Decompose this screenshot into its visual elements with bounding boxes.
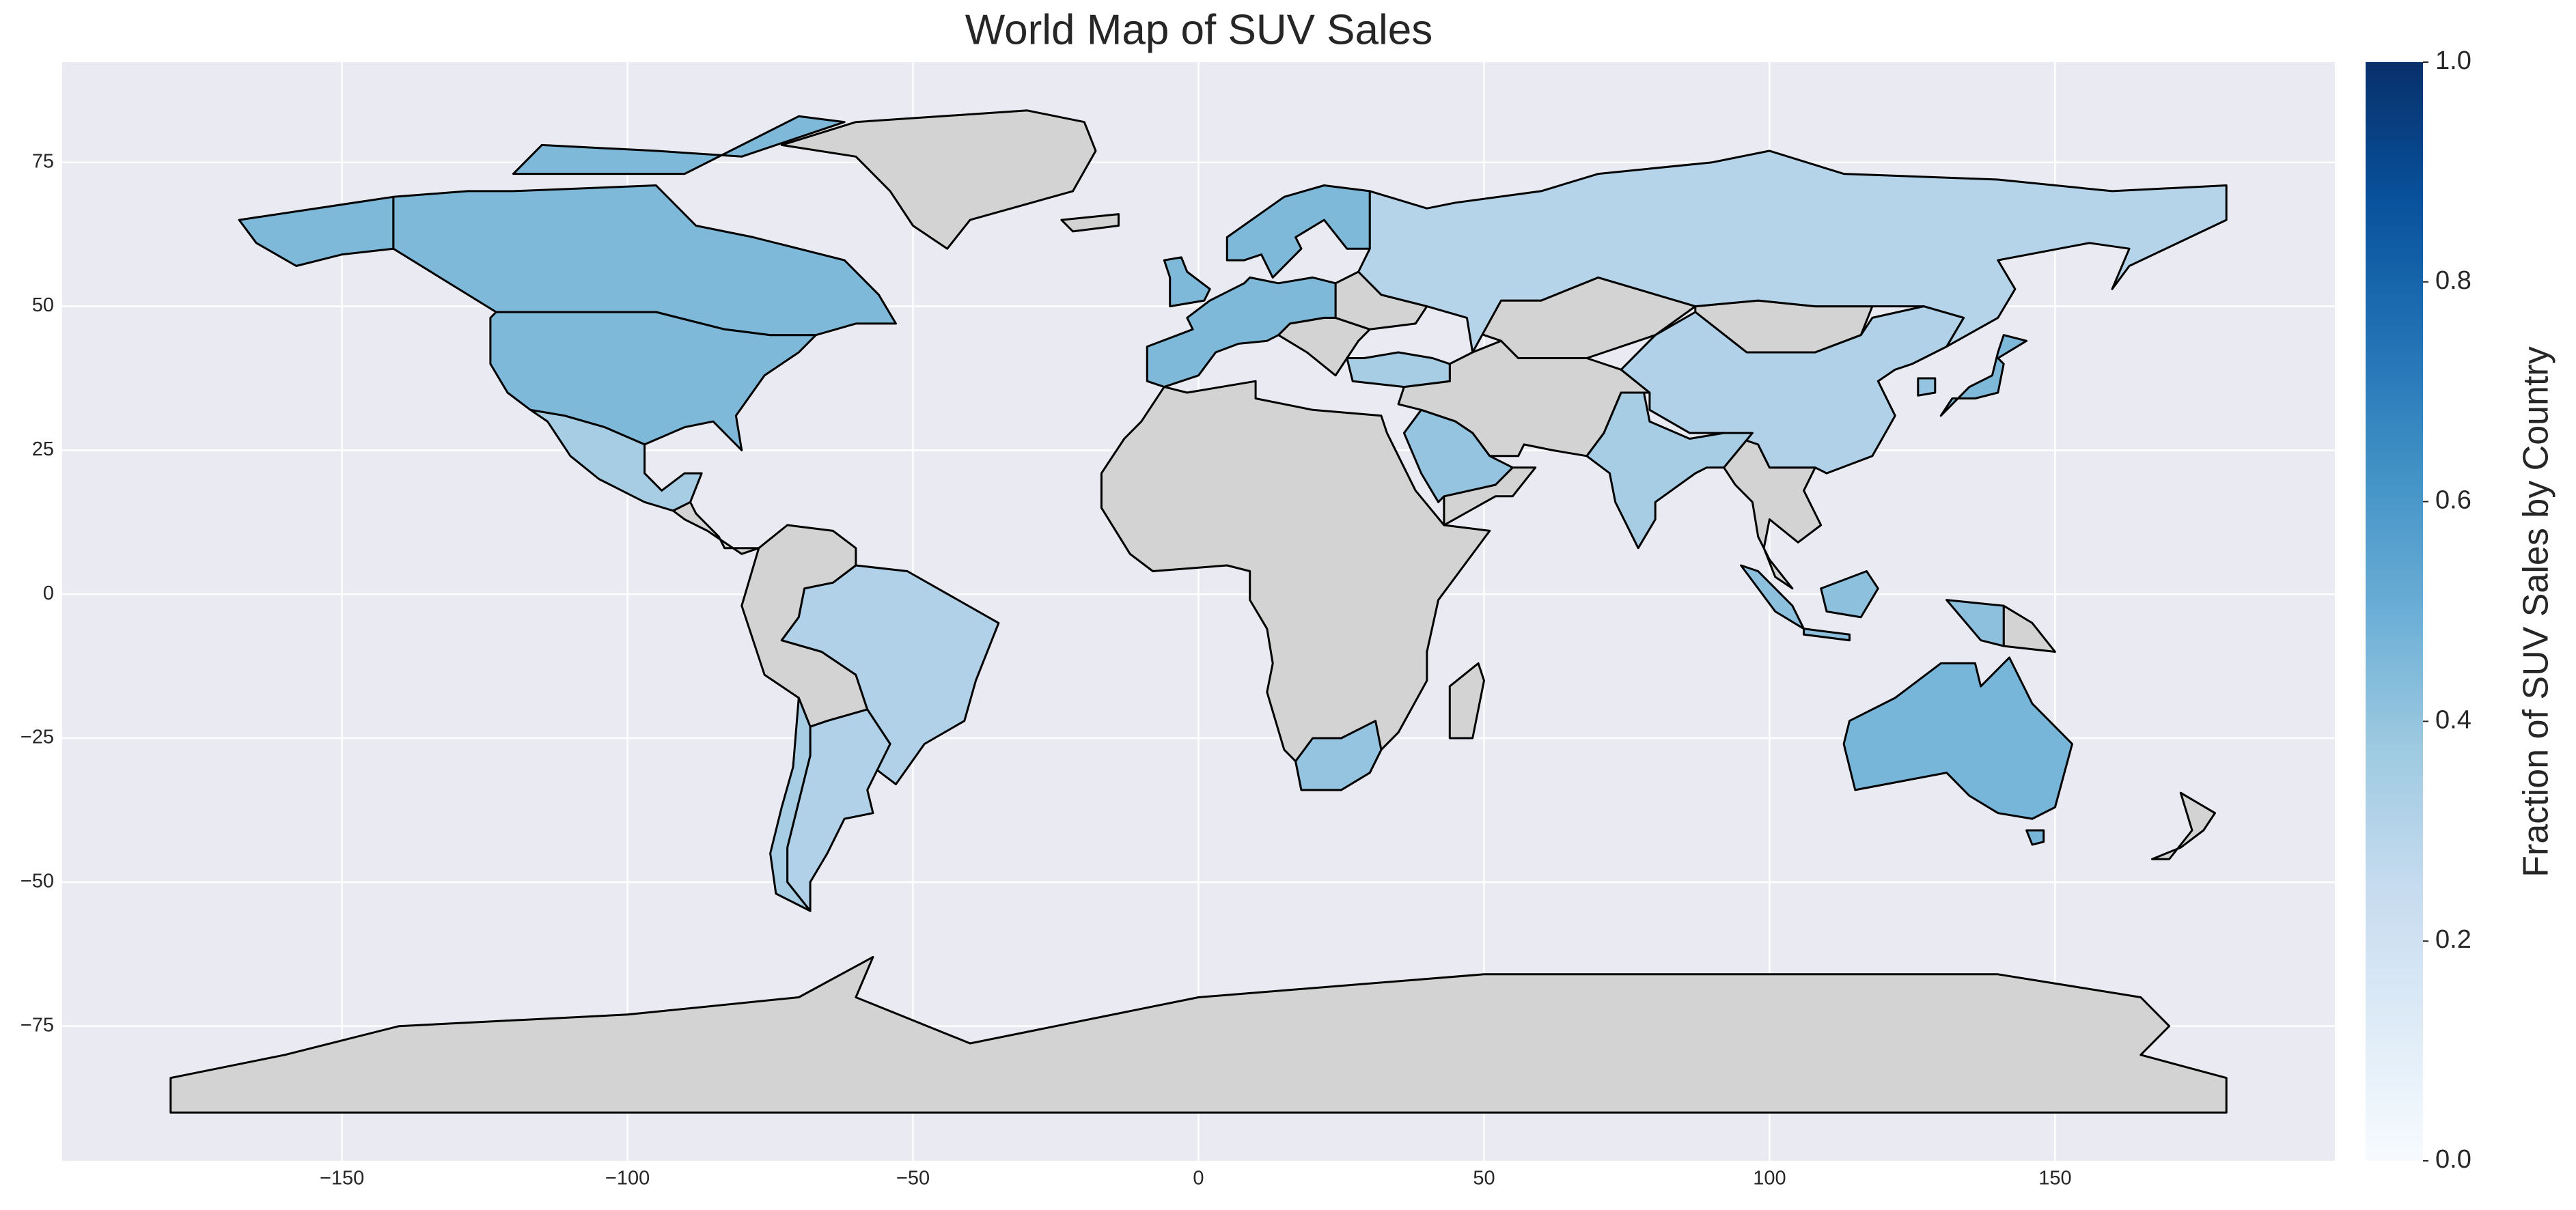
country (1402, 408, 1514, 503)
colorbar (2366, 62, 2423, 1161)
y-tick-label: −50 (20, 871, 54, 892)
x-tick-label: 100 (1753, 1168, 1786, 1190)
y-tick-label: −75 (20, 1014, 54, 1036)
country (1225, 184, 1371, 279)
country-no-data (2151, 791, 2216, 860)
chart-title: World Map of SUV Sales (965, 6, 1433, 53)
country-no-data (671, 501, 760, 555)
colorbar-tick-label: 0.6 (2435, 486, 2471, 515)
y-tick-label: 75 (32, 150, 54, 172)
country (529, 408, 703, 512)
country-no-data (780, 109, 1097, 250)
country-no-data (1448, 662, 1485, 740)
country (1939, 334, 2028, 417)
country-no-data (169, 956, 2228, 1114)
x-tick-label: −100 (605, 1168, 650, 1190)
country (1585, 391, 1754, 550)
x-tick-label: 50 (1473, 1168, 1495, 1190)
y-tick-label: 50 (32, 294, 54, 316)
country (1740, 564, 2005, 647)
country (1146, 276, 1337, 389)
country-no-data (1060, 213, 1120, 233)
colorbar-tick-label: 0.2 (2435, 925, 2471, 954)
colorbar-tick-label: 0.0 (2435, 1145, 2471, 1174)
country (1842, 656, 2073, 846)
y-tick-label: 25 (32, 438, 54, 460)
country (392, 115, 897, 337)
colorbar-tick-label: 0.4 (2435, 705, 2471, 734)
country (1346, 351, 1451, 389)
x-tick-label: −150 (320, 1168, 364, 1190)
country (1294, 720, 1383, 791)
country (1357, 150, 2228, 354)
country (1163, 256, 1211, 308)
x-tick-label: 0 (1193, 1168, 1204, 1190)
y-tick-label: −25 (20, 727, 54, 748)
x-tick-label: −50 (896, 1168, 930, 1190)
country (1917, 377, 1937, 397)
y-tick-label: 0 (43, 582, 54, 604)
colorbar-tick-label: 0.8 (2435, 266, 2471, 295)
country-no-data (1100, 380, 1491, 791)
x-tick-label: 150 (2038, 1168, 2071, 1190)
colorbar-label: Fraction of SUV Sales by Country (2517, 346, 2556, 877)
colorbar-tick-label: 1.0 (2435, 46, 2471, 75)
country (769, 697, 812, 912)
